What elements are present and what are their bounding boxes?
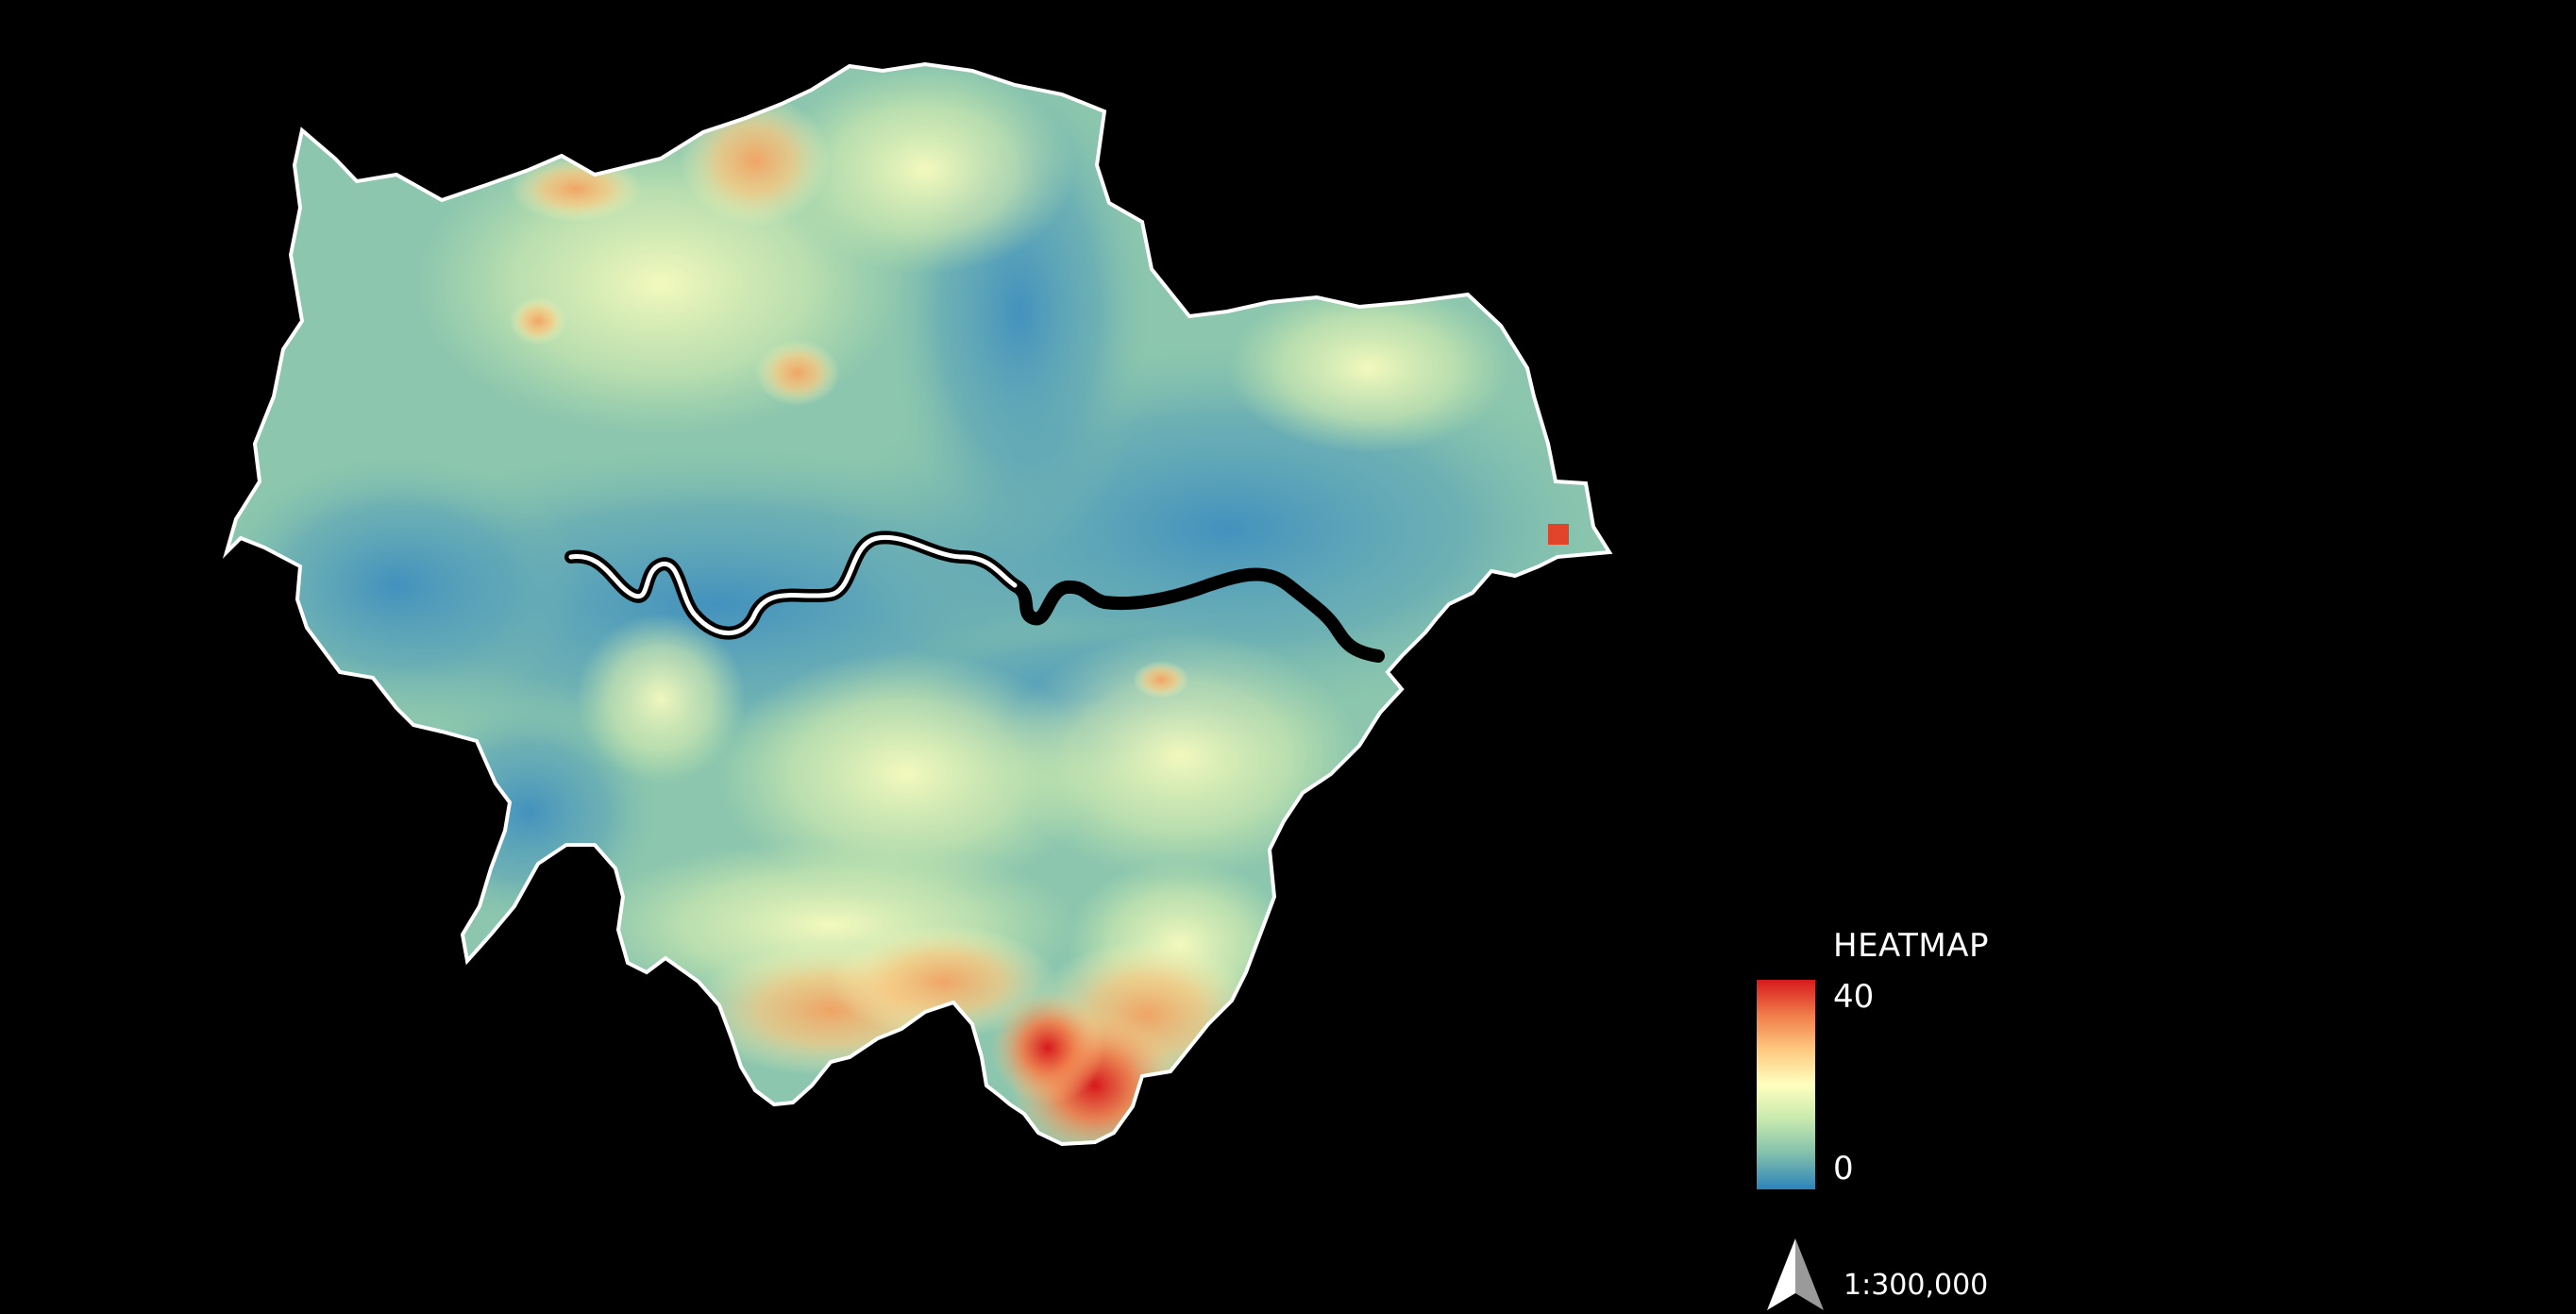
legend-max-label: 40	[1833, 978, 1875, 1016]
scale-label: 1:300,000	[1844, 1269, 1989, 1302]
north-arrow-icon	[1767, 1238, 1824, 1310]
legend-min-label: 0	[1833, 1150, 1854, 1188]
legend-title: HEATMAP	[1833, 927, 1990, 965]
heatmap-surface	[227, 64, 1609, 1144]
legend-color-ramp	[1757, 980, 1815, 1189]
river-thames-bank	[568, 534, 1018, 636]
